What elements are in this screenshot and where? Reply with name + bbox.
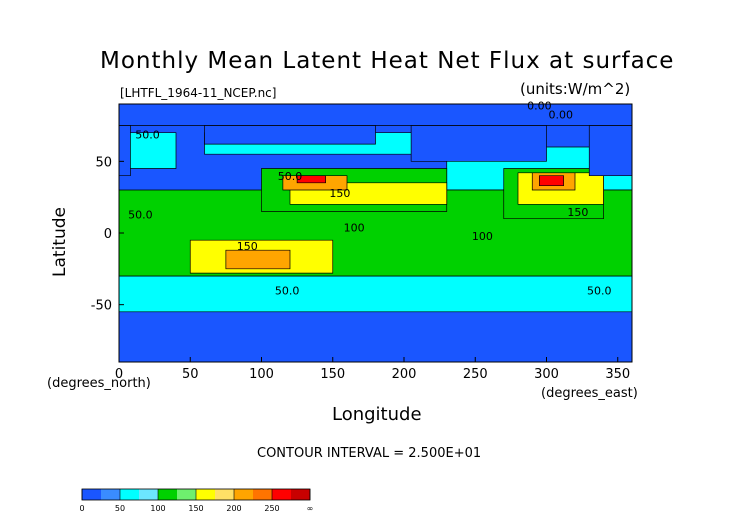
x-tick-label: 0 xyxy=(115,367,123,382)
colorbar-label: 50 xyxy=(115,504,125,513)
x-axis-unit: (degrees_east) xyxy=(541,386,638,401)
y-tick-label: -50 xyxy=(91,299,112,314)
x-tick-label: 150 xyxy=(320,367,345,382)
contour-label: 0.00 xyxy=(549,108,574,121)
colorbar-swatch xyxy=(177,489,196,500)
colorbar-swatch xyxy=(158,489,177,500)
x-tick-label: 50 xyxy=(182,367,199,382)
y-tick-label: 50 xyxy=(95,155,112,170)
colorbar-swatch xyxy=(272,489,291,500)
colorbar-swatch xyxy=(120,489,139,500)
colorbar-label: 250 xyxy=(264,504,279,513)
colorbar-label: 100 xyxy=(150,504,165,513)
field-regions xyxy=(119,104,632,362)
field-region-cyan xyxy=(119,132,177,169)
contour-label: 50.0 xyxy=(587,285,612,298)
colorbar-label: 200 xyxy=(226,504,241,513)
colorbar-swatch xyxy=(253,489,272,500)
field-region-red xyxy=(296,175,326,184)
field-region-deep_blue xyxy=(119,125,131,177)
colorbar-swatch xyxy=(196,489,215,500)
field-region-deep_blue xyxy=(588,125,632,177)
y-axis-unit: (degrees_north) xyxy=(47,376,151,391)
units-label: (units:W/m^2) xyxy=(520,80,631,98)
colorbar-swatch xyxy=(291,489,310,500)
contour-label: 150 xyxy=(237,240,258,253)
contour-label: 100 xyxy=(472,230,493,243)
x-tick-label: 200 xyxy=(392,367,417,382)
x-axis-label: Longitude xyxy=(332,404,422,425)
field-region-red xyxy=(539,175,564,187)
colorbar-label: 0 xyxy=(79,504,84,513)
contour-label: 100 xyxy=(344,222,365,235)
field-region-deep_blue xyxy=(119,311,632,362)
colorbar-label: ∞ xyxy=(307,504,314,513)
field-region-deep_blue xyxy=(204,125,376,145)
contour-interval: CONTOUR INTERVAL = 2.500E+01 xyxy=(257,446,482,461)
contour-label: 50.0 xyxy=(135,128,160,141)
colorbar-swatch xyxy=(101,489,120,500)
x-tick-label: 350 xyxy=(605,367,630,382)
colorbar-label: 150 xyxy=(188,504,203,513)
colorbar-swatch xyxy=(82,489,101,500)
field-region-orange xyxy=(225,249,291,270)
contour-label: 150 xyxy=(329,187,350,200)
chart-title: Monthly Mean Latent Heat Net Flux at sur… xyxy=(100,48,675,74)
x-tick-label: 300 xyxy=(534,367,559,382)
chart-subtitle: [LHTFL_1964-11_NCEP.nc] xyxy=(120,86,277,100)
contour-label: 50.0 xyxy=(278,170,303,183)
contour-label: 0.00 xyxy=(527,100,552,113)
contour-label: 50.0 xyxy=(128,209,153,222)
x-tick-label: 100 xyxy=(249,367,274,382)
contour-label: 150 xyxy=(567,206,588,219)
x-tick-label: 250 xyxy=(463,367,488,382)
colorbar-swatch xyxy=(234,489,253,500)
colorbar-swatch xyxy=(139,489,158,500)
field-region-cyan xyxy=(119,275,632,313)
colorbar-swatch xyxy=(215,489,234,500)
contour-label: 50.0 xyxy=(275,285,300,298)
field-region-deep_blue xyxy=(410,125,547,162)
y-tick-label: 0 xyxy=(104,227,112,242)
